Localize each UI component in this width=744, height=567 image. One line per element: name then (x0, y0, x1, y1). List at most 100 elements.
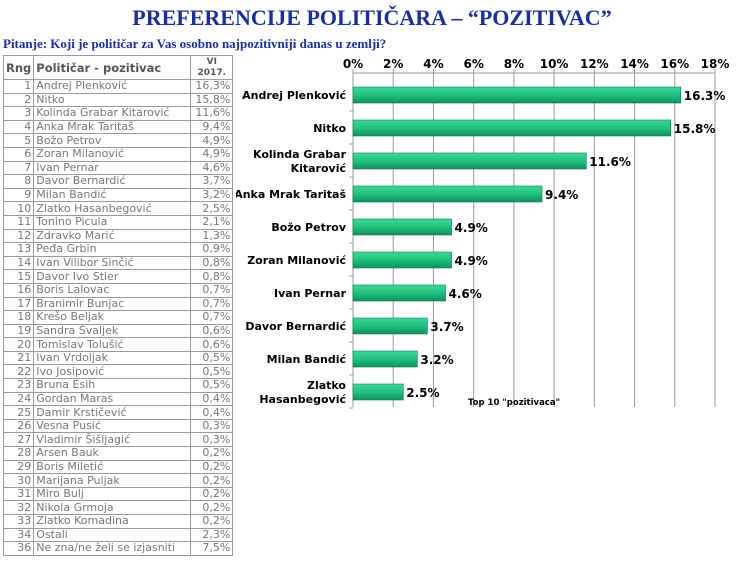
name-cell: Ostali (33, 527, 192, 543)
value-cell: 11,6% (190, 106, 234, 121)
value-cell: 4,9% (190, 146, 234, 162)
value-cell: 0,6% (190, 337, 234, 352)
category-label: Ivan Pernar (274, 287, 347, 300)
name-cell: Tomislav Tolušić (33, 337, 192, 352)
data-label: 4.9% (455, 254, 488, 268)
x-tick-label: 16% (660, 57, 689, 71)
value-cell: 0,7% (190, 296, 234, 312)
rank-cell: 6 (2, 146, 35, 162)
name-cell: Miro Bulj (33, 486, 192, 502)
rank-cell: 29 (2, 459, 35, 475)
rank-cell: 19 (2, 323, 35, 339)
table-header: Rng Političar - pozitivac VI 2017. (2, 55, 234, 80)
rank-cell: 14 (2, 255, 35, 271)
rank-cell: 32 (2, 500, 35, 515)
name-cell: Andrej Plenković (33, 79, 192, 94)
data-label: 3.7% (430, 320, 463, 334)
value-cell: 0,3% (190, 432, 234, 448)
value-cell: 0,4% (190, 405, 234, 420)
name-cell: Davor Ivo Stier (33, 269, 192, 284)
rank-cell: 34 (2, 527, 35, 543)
rank-cell: 21 (2, 350, 35, 366)
table-row: 3 Kolinda Grabar Kitarović 11,6% (2, 106, 234, 121)
name-cell: Anka Mrak Taritaš (33, 119, 192, 135)
x-tick-label: 4% (423, 57, 443, 71)
name-cell: Sandra Švaljek (33, 323, 192, 339)
data-label: 2.5% (406, 386, 439, 400)
category-label: Božo Petrov (271, 221, 346, 234)
category-label: Milan Bandić (267, 353, 347, 366)
value-cell: 2,1% (190, 214, 234, 230)
rank-cell: 16 (2, 282, 35, 298)
rank-cell: 31 (2, 486, 35, 502)
rank-cell: 20 (2, 337, 35, 352)
category-label: Kolinda Grabar (253, 148, 347, 161)
table-row: 9 Milan Bandić 3,2% (2, 187, 234, 203)
bar (352, 152, 587, 170)
value-cell: 16,3% (190, 79, 234, 94)
value-cell: 0,2% (190, 446, 234, 461)
table-row: 17 Branimir Bunjac 0,7% (2, 296, 234, 312)
value-cell: 0,7% (190, 310, 234, 325)
table-row: 21 Ivan Vrdoljak 0,5% (2, 350, 234, 366)
page-title: PREFERENCIJE POLITIČARA – “POZITIVAC” (132, 5, 612, 30)
x-tick-label: 10% (540, 57, 569, 71)
rank-cell: 4 (2, 119, 35, 135)
bar (352, 317, 428, 335)
table-row: 1 Andrej Plenković 16,3% (2, 79, 234, 94)
value-cell: 1,3% (190, 228, 234, 244)
table-row: 30 Marijana Puljak 0,2% (2, 473, 234, 488)
table-row: 32 Nikola Grmoja 0,2% (2, 500, 234, 515)
value-cell: 0,8% (190, 255, 234, 271)
rank-cell: 11 (2, 214, 35, 230)
name-cell: Ivo Josipović (33, 364, 192, 380)
value-cell: 3,7% (190, 174, 234, 189)
value-cell: 0,5% (190, 350, 234, 366)
data-label: 3.2% (420, 353, 453, 367)
table-row: 10 Zlatko Hasanbegović 2,5% (2, 201, 234, 216)
name-cell: Ivan Vrdoljak (33, 350, 192, 366)
rank-cell: 13 (2, 242, 35, 257)
value-cell: 0,3% (190, 418, 234, 434)
table-row: 27 Vladimir Šišljagić 0,3% (2, 432, 234, 448)
value-cell: 0,5% (190, 364, 234, 380)
rank-cell: 28 (2, 446, 35, 461)
rank-cell: 30 (2, 473, 35, 488)
x-tick-label: 8% (504, 57, 524, 71)
table-row: 22 Ivo Josipović 0,5% (2, 364, 234, 380)
rank-cell: 7 (2, 160, 35, 176)
name-cell: Vladimir Šišljagić (33, 432, 192, 448)
table-row: 28 Arsen Bauk 0,2% (2, 446, 234, 461)
header-name: Političar - pozitivac (33, 55, 192, 80)
name-cell: Ivan Vilibor Sinčić (33, 255, 192, 271)
value-cell: 4,9% (190, 133, 234, 148)
bar (352, 218, 452, 236)
name-cell: Branimir Bunjac (33, 296, 192, 312)
value-cell: 0,8% (190, 269, 234, 284)
rank-cell: 33 (2, 514, 35, 529)
table-row: 31 Miro Bulj 0,2% (2, 486, 234, 502)
table-row: 6 Zoran Milanović 4,9% (2, 146, 234, 162)
table-row: 13 Peđa Grbin 0,9% (2, 242, 234, 257)
data-label: 15.8% (674, 122, 716, 136)
rank-cell: 25 (2, 405, 35, 420)
name-cell: Ivan Pernar (33, 160, 192, 176)
category-label: Andrej Plenković (242, 89, 346, 102)
rank-cell: 24 (2, 391, 35, 407)
value-cell: 15,8% (190, 92, 234, 108)
x-tick-label: 6% (463, 57, 483, 71)
rank-cell: 27 (2, 432, 35, 448)
table-row: 2 Nitko 15,8% (2, 92, 234, 108)
name-cell: Arsen Bauk (33, 446, 192, 461)
name-cell: Boris Miletić (33, 459, 192, 475)
rank-cell: 18 (2, 310, 35, 325)
rank-cell: 1 (2, 79, 35, 94)
table-row: 12 Zdravko Marić 1,3% (2, 228, 234, 244)
table-row: 33 Zlatko Komadina 0,2% (2, 514, 234, 529)
table-row: 16 Boris Lalovac 0,7% (2, 282, 234, 298)
table-row: 34 Ostali 2,3% (2, 527, 234, 543)
bar (352, 119, 672, 137)
table-row: 15 Davor Ivo Stier 0,8% (2, 269, 234, 284)
bar (352, 284, 446, 302)
bar (352, 350, 418, 368)
